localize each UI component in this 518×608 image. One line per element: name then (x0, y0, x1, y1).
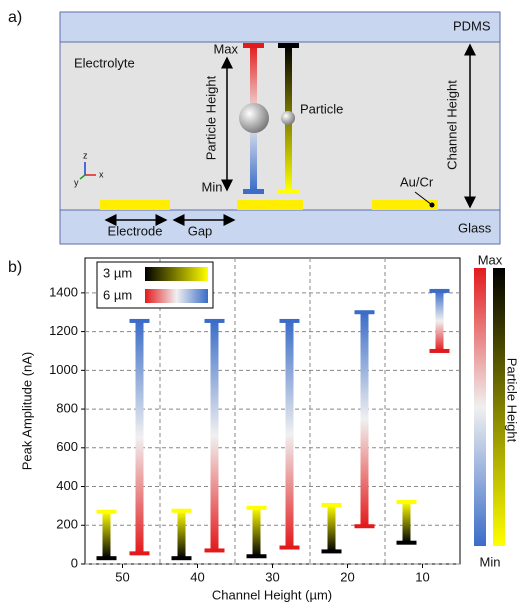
pdms-label: PDMS (453, 18, 491, 33)
legend-swatch (145, 267, 208, 281)
axis-x: x (99, 169, 104, 179)
y-tick-label: 0 (71, 555, 78, 570)
legend-swatch (145, 289, 208, 303)
glass-label: Glass (458, 220, 492, 235)
cap (243, 43, 264, 48)
cap (243, 189, 264, 194)
bar-cap (429, 348, 450, 353)
bar-cap (279, 545, 300, 550)
channel-height-label: Channel Height (444, 80, 459, 170)
x-tick-label: 10 (415, 569, 429, 584)
bar-cap (396, 500, 417, 505)
bar-cap (204, 318, 225, 323)
bar-cap (321, 502, 342, 507)
bar-cap (321, 549, 342, 554)
particle (239, 103, 269, 133)
range-bar (360, 312, 369, 527)
bar-cap (171, 556, 192, 561)
electrode (372, 200, 438, 210)
channel (59, 41, 501, 211)
range-bar (435, 290, 444, 351)
min-label: Min (202, 179, 223, 194)
y-tick-label: 1400 (49, 284, 78, 299)
range-bar (327, 504, 336, 552)
bar-cap (129, 318, 150, 323)
legend-label: 3 µm (103, 265, 132, 280)
max-label: Max (213, 41, 238, 56)
pointer-dot (429, 202, 435, 208)
au-cr-label: Au/Cr (400, 174, 434, 189)
bar-cap (279, 318, 300, 323)
axis-z: z (83, 150, 88, 160)
cap (278, 189, 299, 194)
colorbar (493, 268, 505, 546)
pointer (414, 191, 433, 206)
range-bar (402, 502, 411, 543)
axis-glyph (79, 174, 86, 180)
colorbar-max: Max (478, 252, 503, 267)
y-tick-label: 600 (56, 439, 78, 454)
bar-cap (96, 509, 117, 514)
bar-cap (354, 524, 375, 529)
x-tick-label: 40 (190, 569, 204, 584)
x-tick-label: 20 (340, 569, 354, 584)
panel-label: a) (8, 9, 22, 26)
bar-cap (96, 556, 117, 561)
bar-cap (354, 310, 375, 315)
range-bar (210, 320, 219, 551)
electrode (100, 200, 170, 210)
colorbar-min: Min (480, 554, 501, 569)
bar-cap (396, 540, 417, 545)
colorbar-label: Particle Height (505, 358, 518, 443)
y-axis-title: Peak Amplitude (nA) (19, 352, 34, 471)
bar-cap (246, 554, 267, 559)
electrode (237, 200, 303, 210)
x-axis-title: Channel Height (µm) (212, 587, 332, 602)
electrolyte-label: Electrolyte (74, 55, 135, 70)
range-bar (285, 320, 294, 548)
panel-label: b) (8, 259, 22, 276)
bar-cap (129, 551, 150, 556)
bar-cap (429, 288, 450, 293)
bar-cap (246, 505, 267, 510)
x-tick-label: 50 (115, 569, 129, 584)
y-tick-label: 800 (56, 401, 78, 416)
axis-y: y (74, 177, 79, 187)
particle-label: Particle (300, 101, 343, 116)
y-tick-label: 400 (56, 478, 78, 493)
y-tick-label: 1000 (49, 362, 78, 377)
gap-label: Gap (188, 223, 213, 238)
particle-height-label: Particle Height (203, 75, 218, 160)
colorbar (474, 268, 486, 546)
cap (278, 43, 299, 48)
range-bar (102, 511, 111, 559)
y-tick-label: 1200 (49, 323, 78, 338)
range-bar (177, 510, 186, 559)
legend-label: 6 µm (103, 287, 132, 302)
particle (281, 111, 295, 125)
plot-area (84, 257, 461, 565)
bar-cap (204, 548, 225, 553)
electrode-label: Electrode (108, 223, 163, 238)
y-tick-label: 200 (56, 517, 78, 532)
pdms-layer (59, 11, 501, 43)
bar-cap (171, 508, 192, 513)
x-tick-label: 30 (265, 569, 279, 584)
range-bar (135, 320, 144, 554)
range-bar (252, 507, 261, 557)
